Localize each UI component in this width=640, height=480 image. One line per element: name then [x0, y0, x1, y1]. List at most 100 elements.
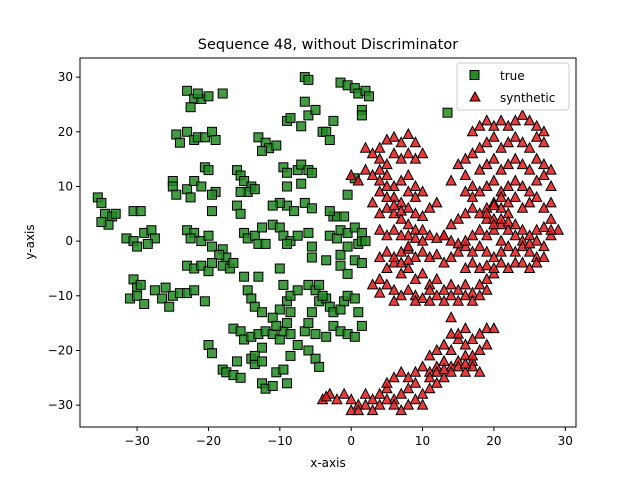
- y-tick-label: −30: [48, 398, 73, 412]
- synthetic-point: [516, 136, 529, 148]
- synthetic-point: [366, 196, 379, 208]
- synthetic-point: [545, 196, 557, 208]
- synthetic-point: [545, 229, 557, 241]
- synthetic-point: [495, 190, 507, 202]
- true-point: [282, 167, 292, 178]
- synthetic-point: [402, 185, 415, 197]
- true-point: [356, 258, 367, 268]
- synthetic-point: [473, 289, 486, 301]
- true-point: [257, 145, 267, 156]
- x-tick-label: 10: [415, 434, 430, 448]
- synthetic-point: [538, 125, 550, 137]
- true-point: [349, 293, 360, 304]
- synthetic-point: [516, 223, 529, 235]
- true-point: [135, 206, 146, 217]
- synthetic-point: [409, 231, 422, 243]
- synthetic-point: [488, 267, 500, 279]
- synthetic-point: [381, 393, 393, 405]
- true-point: [139, 299, 150, 309]
- synthetic-point: [402, 201, 415, 213]
- synthetic-point: [416, 223, 429, 235]
- synthetic-point: [459, 278, 472, 290]
- true-point: [335, 249, 346, 260]
- true-point: [149, 285, 160, 296]
- true-point: [314, 279, 325, 290]
- true-point: [339, 211, 350, 222]
- synthetic-point: [480, 245, 493, 257]
- true-point: [171, 129, 182, 140]
- true-point: [257, 356, 267, 367]
- y-tick-label: 30: [58, 70, 73, 84]
- ticks-layer: −30 −20 −10 0 10 20 30 −30 −20 −10 0 10 20 30: [48, 70, 573, 448]
- synthetic-point: [480, 322, 493, 334]
- synthetic-point: [502, 196, 515, 208]
- synthetic-point: [402, 283, 415, 295]
- synthetic-point: [459, 234, 472, 246]
- synthetic-point: [381, 229, 393, 241]
- synthetic-point: [430, 248, 443, 260]
- synthetic-point: [530, 234, 543, 246]
- true-point: [274, 263, 285, 274]
- synthetic-point: [466, 229, 479, 241]
- synthetic-point: [359, 398, 372, 410]
- true-point: [310, 104, 321, 115]
- synthetic-point: [373, 286, 386, 298]
- synthetic-point: [466, 125, 479, 137]
- synthetic-point: [438, 283, 450, 295]
- synthetic-point: [473, 343, 486, 355]
- true-point: [306, 252, 317, 263]
- synthetic-point: [480, 114, 493, 126]
- legend-marker-true: [469, 70, 480, 80]
- true-point: [342, 227, 353, 238]
- true-point: [342, 189, 353, 200]
- synthetic-point: [402, 168, 415, 180]
- synthetic-point: [395, 152, 408, 164]
- synthetic-point: [502, 223, 515, 235]
- true-point: [292, 285, 303, 296]
- true-point: [306, 307, 317, 318]
- true-point: [342, 268, 353, 279]
- true-point: [349, 222, 360, 233]
- synthetic-point: [488, 152, 500, 164]
- synthetic-point: [352, 174, 365, 186]
- synthetic-point: [530, 152, 543, 164]
- true-point: [267, 200, 278, 211]
- synthetic-point: [430, 376, 443, 388]
- synthetic-point: [538, 250, 550, 262]
- y-tick-label: 20: [58, 125, 73, 139]
- synthetic-point: [409, 136, 422, 148]
- true-point: [278, 279, 289, 290]
- synthetic-point: [388, 256, 400, 268]
- synthetic-point: [402, 218, 415, 230]
- synthetic-point: [373, 207, 386, 219]
- synthetic-point: [480, 229, 493, 241]
- true-point: [132, 241, 143, 252]
- true-point: [189, 176, 200, 186]
- true-point: [360, 236, 371, 247]
- synthetic-point: [459, 152, 472, 164]
- synthetic-point: [430, 289, 443, 301]
- synthetic-point: [402, 147, 415, 159]
- legend-label-synthetic: synthetic: [500, 91, 555, 105]
- true-point: [353, 307, 364, 318]
- synthetic-point: [459, 338, 472, 350]
- synthetic-point: [545, 163, 557, 175]
- synthetic-point: [373, 387, 386, 399]
- synthetic-point: [445, 278, 457, 290]
- true-point: [285, 307, 296, 318]
- synthetic-point: [530, 256, 543, 268]
- synthetic-point: [495, 256, 507, 268]
- synthetic-point: [488, 322, 500, 334]
- synthetic-point: [480, 179, 493, 191]
- synthetic-point: [395, 229, 408, 241]
- true-point: [260, 238, 271, 249]
- synthetic-point: [438, 229, 450, 241]
- synthetic-point: [480, 158, 493, 170]
- synthetic-point: [409, 365, 422, 377]
- true-point: [253, 271, 264, 282]
- true-point: [303, 74, 314, 85]
- true-point: [207, 126, 217, 137]
- synthetic-point: [473, 365, 486, 377]
- synthetic-point: [395, 267, 408, 279]
- synthetic-point: [445, 218, 457, 230]
